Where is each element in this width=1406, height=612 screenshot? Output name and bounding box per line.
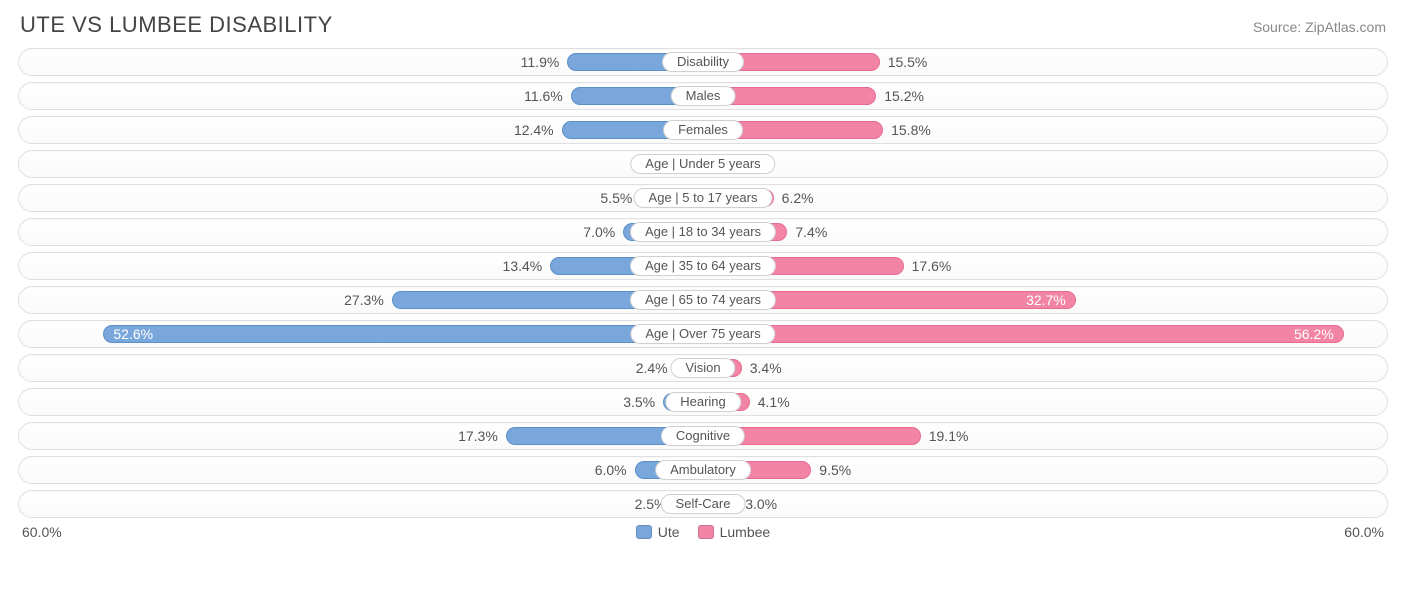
value-left: 2.4%	[636, 355, 668, 381]
chart-row: 2.4% 3.4% Vision	[18, 354, 1388, 382]
legend-label-ute: Ute	[658, 524, 680, 540]
category-label: Age | 65 to 74 years	[630, 290, 776, 310]
legend-swatch-ute	[636, 525, 652, 539]
value-right: 17.6%	[912, 253, 952, 279]
category-label: Age | 35 to 64 years	[630, 256, 776, 276]
value-left: 11.6%	[524, 83, 563, 109]
axis-max-right: 60.0%	[1344, 524, 1384, 540]
value-right: 15.2%	[884, 83, 924, 109]
value-right: 56.2%	[703, 321, 1344, 347]
chart-row: 0.86%1.3%Age | Under 5 years	[18, 150, 1388, 178]
value-left: 52.6%	[103, 321, 703, 347]
category-label: Age | 5 to 17 years	[634, 188, 773, 208]
chart-title: UTE VS LUMBEE DISABILITY	[20, 12, 333, 38]
category-label: Age | Over 75 years	[630, 324, 775, 344]
value-right: 3.0%	[745, 491, 777, 517]
category-label: Hearing	[665, 392, 741, 412]
legend-item-ute: Ute	[636, 524, 680, 540]
value-right: 9.5%	[819, 457, 851, 483]
chart-row: 27.3%32.7%Age | 65 to 74 years	[18, 286, 1388, 314]
category-label: Vision	[670, 358, 735, 378]
category-label: Ambulatory	[655, 460, 751, 480]
chart-row: 2.5%3.0%Self-Care	[18, 490, 1388, 518]
value-left: 6.0%	[595, 457, 627, 483]
chart-header: UTE VS LUMBEE DISABILITY Source: ZipAtla…	[18, 12, 1388, 38]
chart-source: Source: ZipAtlas.com	[1253, 19, 1386, 35]
value-left: 13.4%	[503, 253, 543, 279]
chart-row: 13.4% 17.6% Age | 35 to 64 years	[18, 252, 1388, 280]
chart-row: 6.0% 9.5% Ambulatory	[18, 456, 1388, 484]
chart-row: 7.0% 7.4% Age | 18 to 34 years	[18, 218, 1388, 246]
category-label: Females	[663, 120, 743, 140]
category-label: Cognitive	[661, 426, 745, 446]
value-right: 7.4%	[795, 219, 827, 245]
chart-row: 3.5% 4.1% Hearing	[18, 388, 1388, 416]
category-label: Self-Care	[661, 494, 746, 514]
category-label: Disability	[662, 52, 744, 72]
chart-row: 5.5% 6.2% Age | 5 to 17 years	[18, 184, 1388, 212]
value-left: 12.4%	[514, 117, 554, 143]
value-left: 27.3%	[344, 287, 384, 313]
value-right: 6.2%	[782, 185, 814, 211]
chart-footer: 60.0% Ute Lumbee 60.0%	[18, 524, 1388, 540]
category-label: Males	[671, 86, 736, 106]
value-right: 19.1%	[929, 423, 969, 449]
category-label: Age | Under 5 years	[630, 154, 775, 174]
axis-max-left: 60.0%	[22, 524, 62, 540]
chart-row: 11.9% 15.5% Disability	[18, 48, 1388, 76]
value-left: 17.3%	[458, 423, 498, 449]
legend: Ute Lumbee	[636, 524, 770, 540]
value-right: 3.4%	[750, 355, 782, 381]
chart-row: 12.4% 15.8% Females	[18, 116, 1388, 144]
value-left: 7.0%	[583, 219, 615, 245]
diverging-bar-chart: 11.9% 15.5% Disability 11.6% 15.2% Males 12.4%…	[18, 48, 1388, 518]
category-label: Age | 18 to 34 years	[630, 222, 776, 242]
chart-row: 52.6%56.2%Age | Over 75 years	[18, 320, 1388, 348]
legend-swatch-lumbee	[698, 525, 714, 539]
legend-label-lumbee: Lumbee	[720, 524, 771, 540]
value-left: 11.9%	[521, 49, 560, 75]
legend-item-lumbee: Lumbee	[698, 524, 771, 540]
value-right: 15.5%	[888, 49, 928, 75]
value-left: 3.5%	[623, 389, 655, 415]
chart-row: 17.3% 19.1% Cognitive	[18, 422, 1388, 450]
value-left: 5.5%	[600, 185, 632, 211]
chart-row: 11.6% 15.2% Males	[18, 82, 1388, 110]
value-right: 15.8%	[891, 117, 931, 143]
value-right: 4.1%	[758, 389, 790, 415]
